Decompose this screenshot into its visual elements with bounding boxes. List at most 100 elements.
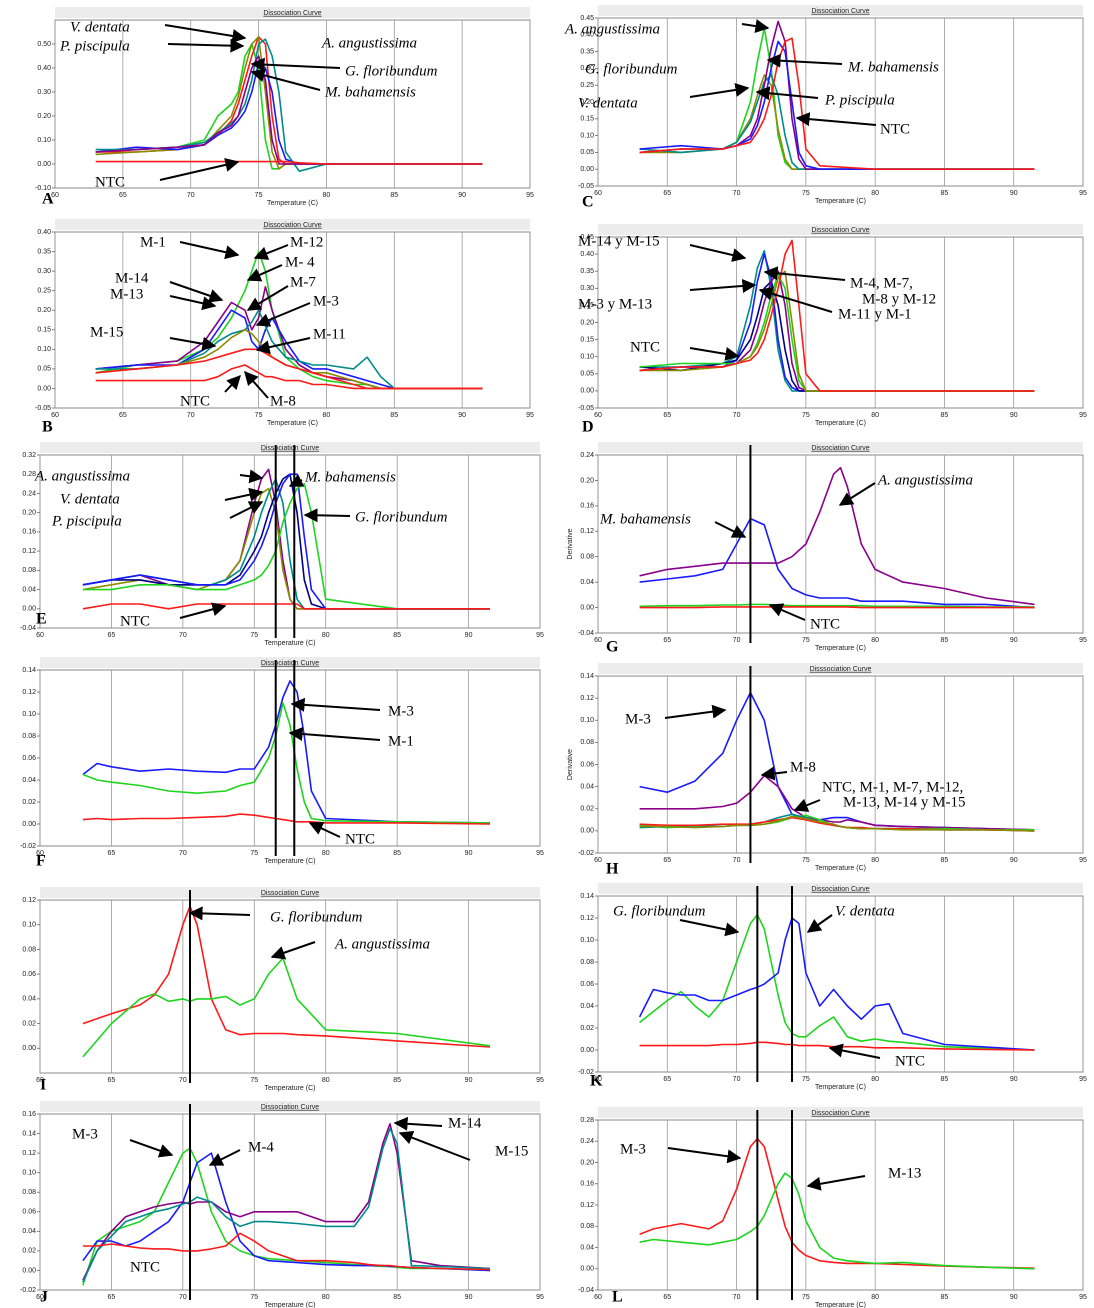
annotation-arrow [169,336,217,351]
y-tick-label: 0.12 [580,1202,594,1209]
y-tick-label: 0.10 [22,711,36,718]
x-axis-label: Temperature (C) [265,1302,316,1308]
y-tick-label: 0.25 [580,302,594,309]
annotation: NTC [345,831,375,847]
x-tick-label: 95 [536,850,544,857]
x-tick-label: 70 [733,412,741,419]
panel-header [598,442,1083,453]
x-tick-label: 60 [36,632,44,639]
y-tick-label: 0.14 [580,673,594,680]
x-tick-label: 95 [1079,637,1087,644]
annotation-arrow [250,68,321,91]
x-tick-label: 75 [250,850,258,857]
series-line [639,1041,1035,1051]
x-axis-label: Temperature (C) [815,420,866,427]
plot-area [39,1113,541,1291]
y-tick-label: 0.00 [580,388,594,395]
y-tick-label: 0.15 [37,327,51,334]
annotation-arrow [239,469,264,484]
annotation: NTC [130,1259,160,1275]
series-line [639,606,1035,609]
annotation: M. bahamensis [599,511,691,527]
panel: Dissociation Curve 60 65 70 75 80 85 90 95 -0.04 0… [20,442,544,647]
x-tick-label: 60 [51,412,59,419]
x-tick-label: 85 [393,1294,401,1301]
y-tick-label: 0.10 [580,937,594,944]
y-tick-label: 0.45 [580,15,594,22]
annotation-arrow [828,1043,881,1059]
panel: Dissociation Curve 60 65 70 75 80 85 90 95 -0.02 0… [20,1101,544,1308]
x-axis-label: Temperature (C) [265,1085,316,1092]
x-tick-label: 70 [733,1076,741,1083]
y-tick-label: 0.20 [37,113,51,120]
annotation: A. angustissima [34,468,130,484]
annotation-arrow [768,603,806,621]
y-tick-label: 0.04 [22,1228,36,1235]
annotation-arrow [288,474,305,487]
y-tick-label: 0.25 [37,288,51,295]
x-tick-label: 85 [390,412,398,419]
y-tick-label: 0.40 [37,65,51,72]
y-tick-label: 0.00 [22,606,36,613]
x-tick-label: 75 [802,637,810,644]
annotation: M-15 [495,1143,528,1159]
x-tick-label: 75 [250,1077,258,1084]
x-axis-label: Temperature (C) [267,200,318,207]
y-tick-label: 0.25 [580,82,594,89]
x-tick-label: 90 [465,1294,473,1301]
y-tick-label: 0.16 [580,1181,594,1188]
annotation-arrow [229,501,264,519]
x-tick-label: 85 [941,190,949,197]
y-tick-label: 0.08 [580,1223,594,1230]
y-tick-label: 0.35 [580,268,594,275]
y-tick-label: 0.08 [580,554,594,561]
x-tick-label: 65 [108,1077,116,1084]
x-tick-label: 90 [1010,637,1018,644]
annotation-arrow [689,83,750,98]
annotation: M-3 [388,703,414,719]
annotation: V. dentata [578,95,638,111]
y-tick-label: 0.10 [37,137,51,144]
panel: Dissociation Curve 60 65 70 75 80 85 90 95 -0.02 0… [578,883,1087,1091]
series-line [639,517,1035,609]
y-tick-label: 0.00 [580,828,594,835]
annotation-arrow [795,112,877,127]
annotation: M. bahamensis [324,84,416,100]
x-tick-label: 95 [1079,1076,1087,1083]
y-tick-label: 0.20 [580,99,594,106]
annotation-arrow [679,919,740,937]
plot-area [54,19,531,189]
x-tick-label: 70 [733,190,741,197]
chart-title: Dissociation Curve [811,445,869,452]
annotation-arrow [303,508,351,523]
x-tick-label: 60 [36,1077,44,1084]
y-tick-label: 0.16 [22,529,36,536]
y-tick-label: 0.00 [37,161,51,168]
x-axis-label: Temperature (C) [815,865,866,872]
x-tick-label: 60 [36,850,44,857]
panel-letter: I [40,1077,46,1094]
y-tick-label: 0.14 [580,893,594,900]
x-axis-label: Temperature (C) [815,1084,866,1091]
annotation: M-8 y M-12 [862,291,936,307]
annotation-arrow [838,482,876,506]
x-tick-label: 75 [802,412,810,419]
y-tick-label: 0.08 [22,1189,36,1196]
y-tick-label: 0.12 [580,695,594,702]
annotation: A. angustissima [564,21,660,37]
annotation: V. dentata [70,19,130,35]
y-tick-label: 0.06 [580,981,594,988]
y-tick-label: 0.12 [22,1150,36,1157]
y-tick-label: -0.02 [20,843,36,850]
annotation-arrow [806,914,833,933]
y-tick-label: 0.06 [22,755,36,762]
plot-area [39,899,541,1074]
y-tick-label: -0.04 [578,1287,594,1294]
y-tick-label: 0.12 [22,689,36,696]
chart-title: Dissociation Curve [263,10,321,17]
x-tick-label: 85 [393,1077,401,1084]
chart-title: Dissociation Curve [261,1104,319,1111]
series-line [639,37,1035,170]
x-tick-label: 90 [1010,412,1018,419]
x-tick-label: 90 [458,412,466,419]
